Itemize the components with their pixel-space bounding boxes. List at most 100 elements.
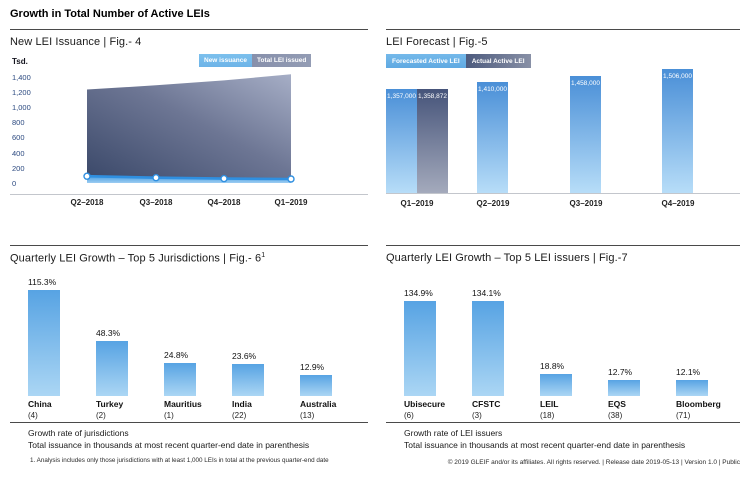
fig4-marker	[287, 175, 295, 183]
fig6-category: Turkey (2)	[96, 399, 124, 420]
fig7-note-growth-rate: Growth rate of LEI issuers	[404, 428, 503, 438]
fig7-category: CFSTC (3)	[472, 399, 501, 420]
fig7-value-label: 12.7%	[608, 367, 633, 377]
fig5-xlabel: Q2–2019	[476, 199, 510, 208]
fig5-bar-actual-q1: 1,358,872	[417, 89, 448, 193]
fig7-column: 18.8%	[540, 361, 572, 396]
fig7-bar-ubisecure	[404, 301, 436, 396]
fig5-legend: Forecasted Active LEI Actual Active LEI	[386, 54, 531, 68]
fig4-legend-total-lei-issued: Total LEI issued	[252, 54, 312, 67]
fig4-marker	[83, 172, 91, 180]
fig7-category: EQS (38)	[608, 399, 626, 420]
fig4-xlabel: Q2–2018	[70, 198, 104, 207]
fig6-value-label: 23.6%	[232, 351, 257, 361]
fig5-bar-value: 1,358,872	[418, 93, 447, 100]
fig5-bar-forecast-q3: 1,458,000	[570, 76, 601, 193]
fig7-note-issuance: Total issuance in thousands at most rece…	[404, 440, 686, 450]
fig6-plot: 115.3% 48.3% 24.8% 23.6% 12.9%	[10, 246, 368, 396]
fig6-column: 23.6%	[232, 351, 264, 396]
page-title: Growth in Total Number of Active LEIs	[10, 8, 210, 20]
fig4-ytick: 0	[12, 179, 17, 188]
fig5-title: LEI Forecast | Fig.-5	[386, 36, 488, 48]
fig4-ytick: 1,400	[12, 72, 31, 82]
fig6-bar-china	[28, 290, 60, 396]
fig5-bar-value: 1,506,000	[663, 73, 692, 80]
fig4-ytick: 200	[12, 163, 25, 173]
fig7-category: LEIL (18)	[540, 399, 559, 420]
fig6-column: 115.3%	[28, 277, 60, 396]
fig4-xlabel: Q1–2019	[274, 198, 308, 207]
fig5-bar-forecast-q2: 1,410,000	[477, 82, 508, 193]
fig6-column: 48.3%	[96, 328, 128, 396]
fig6-bar-turkey	[96, 341, 128, 396]
fig5-column-q4: 1,506,000	[662, 69, 693, 193]
fig4-ytick: 600	[12, 133, 25, 143]
fig5-column-q1: 1,357,000 1,358,872	[386, 89, 448, 193]
fig5-legend-actual: Actual Active LEI	[465, 54, 531, 68]
fig7-value-label: 134.9%	[404, 288, 433, 298]
fig6-value-label: 12.9%	[300, 362, 325, 372]
fig6-title-footnote-marker: 1	[261, 252, 266, 259]
fig7-category: Bloomberg (71)	[676, 399, 721, 420]
fig6-category: China (4)	[28, 399, 52, 420]
fig4-axis-line	[10, 194, 368, 195]
fig6-bottom-rule	[10, 422, 368, 423]
fig5-plot: 1,357,000 1,358,872 1,410,000 1,458,000 …	[386, 63, 740, 193]
fig5-legend-forecasted: Forecasted Active LEI	[386, 54, 466, 68]
fig6-column: 12.9%	[300, 362, 332, 396]
fig5-bar-value: 1,458,000	[571, 80, 600, 87]
fig6-bar-india	[232, 364, 264, 396]
fig6-note-issuance: Total issuance in thousands at most rece…	[28, 440, 310, 450]
fig4-panel: New LEI Issuance | Fig.- 4 Tsd. New issu…	[10, 29, 368, 245]
fig6-note-growth-rate: Growth rate of jurisdictions	[28, 428, 129, 438]
fig4-ytick: 1,200	[12, 87, 31, 97]
fig6-value-label: 115.3%	[28, 277, 57, 287]
fig7-title: Quarterly LEI Growth – Top 5 LEI issuers…	[386, 252, 628, 264]
fig6-category: Mauritius (1)	[164, 399, 202, 420]
fig4-xlabel: Q3–2018	[139, 198, 173, 207]
fig4-marker	[152, 173, 160, 182]
fig4-ytick: 800	[12, 118, 25, 128]
fig7-bottom-rule	[386, 422, 740, 423]
fig7-bar-leil	[540, 374, 572, 396]
fig5-bar-value: 1,357,000	[387, 93, 416, 100]
fig7-bar-cfstc	[472, 301, 504, 396]
fig7-plot: 134.9% 134.1% 18.8% 12.7% 12.1%	[386, 246, 740, 396]
fig7-column: 12.7%	[608, 367, 640, 396]
fig7-value-label: 134.1%	[472, 288, 501, 298]
fig7-category: Ubisecure (6)	[404, 399, 446, 420]
fig5-axis-line	[386, 193, 740, 194]
fig4-new-line	[85, 174, 293, 181]
fig4-total-area	[87, 74, 291, 183]
fig4-title: New LEI Issuance | Fig.- 4	[10, 36, 142, 48]
fig4-ytick: 400	[12, 148, 25, 158]
fig4-legend-new-issuance: New issuance	[199, 54, 252, 67]
page-footer: © 2019 GLEIF and/or its affiliates. All …	[447, 459, 740, 466]
fig4-area-chart	[83, 74, 295, 183]
fig6-title: Quarterly LEI Growth – Top 5 Jurisdictio…	[10, 252, 265, 265]
fig7-bar-eqs	[608, 380, 640, 396]
fig6-bar-mauritius	[164, 363, 196, 396]
fig5-column-q2: 1,410,000	[477, 82, 508, 193]
fig6-title-text: Quarterly LEI Growth – Top 5 Jurisdictio…	[10, 252, 262, 265]
fig5-column-q3: 1,458,000	[570, 76, 601, 193]
fig4-marker	[220, 174, 228, 183]
fig7-column: 12.1%	[676, 367, 708, 396]
fig6-value-label: 48.3%	[96, 328, 121, 338]
fig5-xlabel: Q4–2019	[661, 199, 695, 208]
fig5-bar-forecast-q1: 1,357,000	[386, 89, 417, 193]
fig4-legend: New issuance Total LEI issued	[199, 54, 312, 67]
fig4-xlabel: Q4–2018	[207, 198, 241, 207]
fig7-bar-bloomberg	[676, 380, 708, 396]
fig5-panel: LEI Forecast | Fig.-5 Forecasted Active …	[386, 29, 740, 245]
fig6-category: India (22)	[232, 399, 252, 420]
fig6-panel: Quarterly LEI Growth – Top 5 Jurisdictio…	[10, 245, 368, 477]
page-footnote: 1. Analysis includes only those jurisdic…	[30, 457, 329, 464]
fig5-bar-value: 1,410,000	[478, 86, 507, 93]
fig6-bar-australia	[300, 375, 332, 396]
fig5-bar-forecast-q4: 1,506,000	[662, 69, 693, 193]
fig7-column: 134.1%	[472, 288, 504, 396]
fig4-ytick: 1,000	[12, 103, 31, 112]
fig5-xlabel: Q1–2019	[400, 199, 434, 208]
